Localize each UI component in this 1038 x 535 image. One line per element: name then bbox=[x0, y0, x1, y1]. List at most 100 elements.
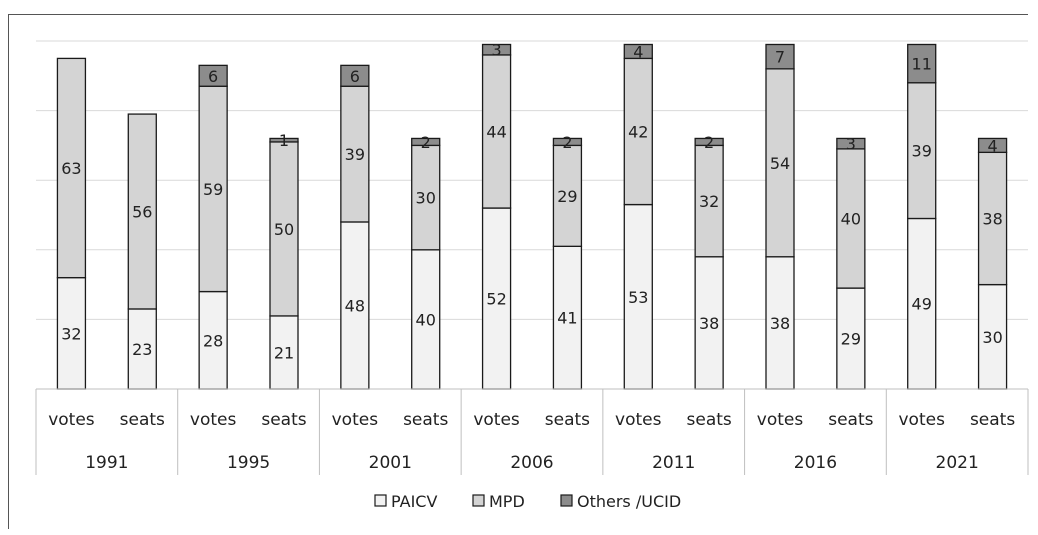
bar-segment-paicv bbox=[269, 315, 299, 390]
data-label: 41 bbox=[557, 309, 577, 328]
group-label: 1991 bbox=[85, 453, 128, 473]
bar-segment-others-ucid bbox=[623, 43, 653, 60]
data-label: 40 bbox=[416, 310, 436, 329]
data-label: 2 bbox=[421, 133, 431, 152]
tick-label: votes bbox=[332, 410, 379, 430]
tick-label: votes bbox=[757, 410, 804, 430]
data-label: 23 bbox=[132, 340, 152, 359]
data-label: 2 bbox=[704, 133, 714, 152]
data-label: 49 bbox=[912, 295, 932, 314]
data-label: 21 bbox=[274, 343, 294, 362]
tick-label: votes bbox=[48, 410, 95, 430]
bar-segment-paicv bbox=[836, 287, 866, 390]
data-label: 29 bbox=[841, 330, 861, 349]
bar-segment-paicv bbox=[623, 203, 653, 390]
data-label: 32 bbox=[61, 324, 81, 343]
data-label: 52 bbox=[486, 290, 506, 309]
tick-label: seats bbox=[970, 410, 1015, 430]
data-label: 30 bbox=[416, 189, 436, 208]
data-label: 63 bbox=[61, 159, 81, 178]
data-label: 38 bbox=[699, 314, 719, 333]
bar-segment-paicv bbox=[127, 308, 157, 390]
tick-label: seats bbox=[261, 410, 306, 430]
bar-segment-paicv bbox=[198, 290, 228, 390]
data-label: 30 bbox=[982, 328, 1002, 347]
data-label: 4 bbox=[633, 42, 643, 61]
tick-label: votes bbox=[473, 410, 520, 430]
bar-segment-mpd bbox=[552, 144, 583, 247]
bar-segment-mpd bbox=[977, 151, 1008, 286]
legend-swatch bbox=[374, 494, 387, 507]
data-label: 28 bbox=[203, 331, 223, 350]
data-label: 32 bbox=[699, 192, 719, 211]
bar-segment-others-ucid bbox=[694, 137, 724, 147]
bar-segment-mpd bbox=[765, 68, 795, 258]
data-label: 4 bbox=[987, 136, 997, 155]
tick-label: seats bbox=[687, 410, 732, 430]
bar-segment-others-ucid bbox=[198, 64, 228, 87]
data-label: 6 bbox=[350, 67, 360, 86]
data-label: 3 bbox=[846, 135, 856, 154]
bar-segment-others-ucid bbox=[907, 43, 937, 84]
bar-segment-mpd bbox=[836, 148, 866, 289]
bar-segment-mpd bbox=[481, 54, 512, 209]
legend-label: PAICV bbox=[391, 492, 437, 511]
bar-segment-others-ucid bbox=[836, 137, 866, 150]
data-label: 29 bbox=[557, 187, 577, 206]
data-label: 50 bbox=[274, 220, 294, 239]
data-label: 1 bbox=[279, 131, 289, 150]
tick-label: seats bbox=[403, 410, 448, 430]
tick-label: seats bbox=[120, 410, 165, 430]
data-label: 38 bbox=[982, 209, 1002, 228]
legend-swatch bbox=[560, 494, 573, 507]
tick-label: seats bbox=[828, 410, 873, 430]
tick-label: votes bbox=[190, 410, 237, 430]
bar-segment-others-ucid bbox=[765, 43, 795, 70]
data-label: 40 bbox=[841, 209, 861, 228]
legend-swatch bbox=[472, 494, 485, 507]
bar-segment-mpd bbox=[56, 57, 87, 279]
group-label: 2006 bbox=[510, 453, 553, 473]
data-label: 54 bbox=[770, 154, 790, 173]
category-axis: votes seats votes seats votes seats votes seats… bbox=[35, 388, 1029, 475]
data-label: 7 bbox=[775, 48, 785, 67]
bars: 3263235628596215014839640302524434129253… bbox=[56, 41, 1008, 390]
legend-label: MPD bbox=[489, 492, 525, 511]
data-label: 39 bbox=[912, 142, 932, 161]
bar-segment-others-ucid bbox=[552, 137, 583, 147]
legend-label: Others /UCID bbox=[577, 492, 681, 511]
bar-segment-paicv bbox=[56, 276, 87, 390]
bar-segment-mpd bbox=[623, 57, 653, 206]
tick-label: seats bbox=[545, 410, 590, 430]
data-label: 48 bbox=[345, 296, 365, 315]
data-label: 2 bbox=[562, 133, 572, 152]
bar-segment-mpd bbox=[127, 113, 157, 310]
legend: PAICV MPD Others /UCID bbox=[374, 492, 681, 511]
data-label: 11 bbox=[912, 55, 932, 74]
group-label: 1995 bbox=[227, 453, 270, 473]
bar-segment-paicv bbox=[411, 249, 441, 390]
bar-segment-others-ucid bbox=[977, 137, 1008, 154]
bar-segment-others-ucid bbox=[340, 64, 370, 87]
data-label: 53 bbox=[628, 288, 648, 307]
data-label: 38 bbox=[770, 314, 790, 333]
tick-label: votes bbox=[898, 410, 945, 430]
bar-segment-others-ucid bbox=[411, 137, 441, 147]
chart-frame bbox=[8, 14, 1028, 529]
bar-segment-paicv bbox=[340, 221, 370, 390]
gridlines bbox=[36, 40, 1028, 390]
data-label: 42 bbox=[628, 122, 648, 141]
tick-label: votes bbox=[615, 410, 662, 430]
data-label: 39 bbox=[345, 145, 365, 164]
bar-segment-mpd bbox=[269, 141, 299, 317]
bar-segment-paicv bbox=[481, 207, 512, 390]
data-label: 59 bbox=[203, 180, 223, 199]
bar-segment-others-ucid bbox=[269, 137, 299, 143]
data-label: 44 bbox=[486, 122, 506, 141]
bar-segment-mpd bbox=[198, 85, 228, 293]
group-label: 2016 bbox=[794, 453, 837, 473]
bar-segment-paicv bbox=[977, 283, 1008, 390]
bar-segment-paicv bbox=[552, 245, 583, 390]
group-label: 2001 bbox=[369, 453, 412, 473]
